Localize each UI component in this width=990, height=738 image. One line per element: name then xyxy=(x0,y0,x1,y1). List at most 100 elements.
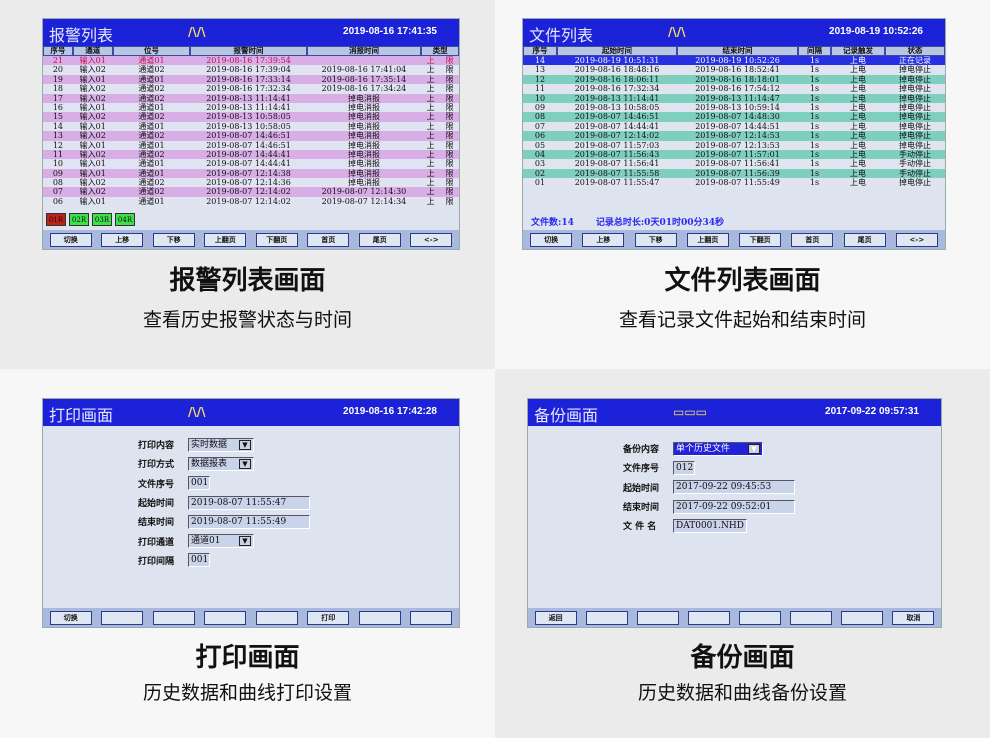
column-header[interactable]: 记录触发 xyxy=(831,46,885,56)
caption-title: 报警列表画面 xyxy=(169,266,326,296)
softkey-button[interactable]: 切换 xyxy=(530,232,573,247)
table-row[interactable]: 17 输入02 通道02 2019-08-13 11:14:41 掉电消报 上限 xyxy=(43,93,459,103)
table-row[interactable]: 12 输入01 通道01 2019-08-07 14:46:51 掉电消报 上限 xyxy=(43,140,459,150)
column-header[interactable]: 状态 xyxy=(885,46,945,56)
column-header[interactable]: 间隔 xyxy=(798,46,831,56)
column-header[interactable]: 报警时间 xyxy=(190,46,307,56)
column-header[interactable]: 通道 xyxy=(72,46,113,56)
chevron-down-icon[interactable]: ▼ xyxy=(748,443,760,454)
softkey-blank[interactable] xyxy=(841,610,884,625)
table-row[interactable]: 14 2019-08-19 10:51:31 2019-08-19 10:52:26… xyxy=(523,56,945,66)
table-row[interactable]: 11 输入02 通道02 2019-08-07 14:44:41 掉电消报 上限 xyxy=(43,149,459,160)
table-row[interactable]: 13 输入02 通道02 2019-08-07 14:46:51 掉电消报 上限 xyxy=(43,131,459,141)
softkey-button[interactable]: 下移 xyxy=(152,232,195,247)
table-row[interactable]: 06 输入01 通道01 2019-08-07 12:14:02 2019-08-07 … xyxy=(43,196,459,207)
column-header[interactable]: 类型 xyxy=(421,46,459,56)
dropdown-select[interactable]: 单个历史文件 ▼ xyxy=(673,441,763,456)
softkey-blank[interactable] xyxy=(636,610,679,625)
input-field[interactable]: 001 xyxy=(188,553,210,568)
softkey-blank[interactable] xyxy=(255,610,298,625)
input-field[interactable]: 2017-09-22 09:45:53 xyxy=(673,480,795,495)
softkey-button[interactable]: 下移 xyxy=(634,232,677,247)
softkey-blank[interactable] xyxy=(101,610,144,625)
table-cell: 掉电停止 xyxy=(899,121,931,131)
table-row[interactable]: 02 2019-08-07 11:55:58 2019-08-07 11:56:39… xyxy=(523,168,945,179)
softkey-button[interactable]: 打印 xyxy=(307,610,350,625)
input-field[interactable]: DAT0001.NHD xyxy=(673,518,747,533)
field-label: 起始时间 xyxy=(138,499,175,510)
softkey-button[interactable]: 返回 xyxy=(534,610,577,625)
softkey-button[interactable]: 尾页 xyxy=(358,232,401,247)
softkey-button[interactable]: 尾页 xyxy=(843,232,886,247)
column-header[interactable]: 序号 xyxy=(43,46,73,56)
column-header[interactable]: 消报时间 xyxy=(306,46,422,56)
table-row[interactable]: 09 2019-08-13 10:58:05 2019-08-13 10:59:14… xyxy=(523,102,945,113)
chevron-down-icon[interactable]: ▼ xyxy=(239,536,251,547)
table-row[interactable]: 16 输入01 通道01 2019-08-13 11:14:41 掉电消报 上限 xyxy=(43,102,459,113)
input-field[interactable]: 2017-09-22 09:52:01 xyxy=(673,499,795,514)
table-cell: 03 xyxy=(534,159,546,169)
table-row[interactable]: 08 2019-08-07 14:46:51 2019-08-07 14:48:30… xyxy=(523,112,945,122)
table-cell: 限 xyxy=(445,159,454,169)
softkey-blank[interactable] xyxy=(204,610,247,625)
table-row[interactable]: 08 输入02 通道02 2019-08-07 12:14:36 掉电消报 上限 xyxy=(43,178,459,188)
column-header[interactable]: 位号 xyxy=(112,46,191,56)
table-row[interactable]: 04 2019-08-07 11:56:43 2019-08-07 11:57:01… xyxy=(523,149,945,160)
chevron-down-icon[interactable]: ▼ xyxy=(239,458,251,469)
softkey-button[interactable]: 首页 xyxy=(791,232,834,247)
table-row[interactable]: 13 2019-08-16 18:48:16 2019-08-16 18:52:41… xyxy=(523,65,945,75)
table-cell: 输入02 xyxy=(79,131,106,141)
column-header[interactable]: 结束时间 xyxy=(677,46,798,56)
table-row[interactable]: 07 2019-08-07 14:44:41 2019-08-07 14:44:51… xyxy=(523,121,945,132)
table-row[interactable]: 12 2019-08-16 18:06:11 2019-08-16 18:18:01… xyxy=(523,74,945,85)
softkey-blank[interactable] xyxy=(739,610,782,625)
softkey-button[interactable]: 切换 xyxy=(49,232,92,247)
input-field[interactable]: 001 xyxy=(188,476,210,491)
input-field[interactable]: 2019-08-07 11:55:49 xyxy=(188,514,310,529)
field-label: 结束时间 xyxy=(138,518,175,529)
table-row[interactable]: 07 输入02 通道02 2019-08-07 12:14:02 2019-08-07 … xyxy=(43,187,459,197)
input-field[interactable]: 2019-08-07 11:55:47 xyxy=(188,495,310,510)
table-row[interactable]: 03 2019-08-07 11:56:41 2019-08-07 11:56:41… xyxy=(523,159,945,169)
table-row[interactable]: 05 2019-08-07 11:57:03 2019-08-07 12:13:53… xyxy=(523,140,945,150)
softkey-button[interactable]: 首页 xyxy=(307,232,350,247)
softkey-button[interactable]: 上翻页 xyxy=(204,232,247,247)
table-row[interactable]: 06 2019-08-07 12:14:02 2019-08-07 12:14:53… xyxy=(523,131,945,141)
dropdown-select[interactable]: 实时数据 ▼ xyxy=(188,437,254,452)
column-header[interactable]: 起始时间 xyxy=(557,46,677,56)
table-cell: 11 xyxy=(52,149,64,159)
table-row[interactable]: 15 输入02 通道02 2019-08-13 10:58:05 掉电消报 上限 xyxy=(43,112,459,122)
table-row[interactable]: 09 输入01 通道01 2019-08-07 12:14:38 掉电消报 上限 xyxy=(43,168,459,179)
table-row[interactable]: 10 输入01 通道01 2019-08-07 14:44:41 掉电消报 上限 xyxy=(43,159,459,169)
table-row[interactable]: 21 输入01 通道01 2019-08-16 17:39:54 上 限 xyxy=(43,56,459,66)
table-cell: 上 xyxy=(426,84,435,94)
softkey-blank[interactable] xyxy=(585,610,628,625)
table-row[interactable]: 20 输入02 通道02 2019-08-16 17:39:04 2019-08-16 … xyxy=(43,65,459,75)
table-row[interactable]: 10 2019-08-13 11:14:41 2019-08-13 11:14:47… xyxy=(523,93,945,103)
column-header[interactable]: 序号 xyxy=(523,46,557,56)
table-row[interactable]: 01 2019-08-07 11:55:47 2019-08-07 11:55:49… xyxy=(523,178,945,188)
softkey-button[interactable]: 切换 xyxy=(49,610,92,625)
softkey-button[interactable]: 取消 xyxy=(892,610,935,625)
table-cell: 掉电消报 xyxy=(347,140,380,150)
softkey-button[interactable]: 下翻页 xyxy=(255,232,298,247)
softkey-button[interactable]: 上移 xyxy=(101,232,144,247)
softkey-blank[interactable] xyxy=(790,610,833,625)
table-row[interactable]: 18 输入02 通道02 2019-08-16 17:32:34 2019-08-16 … xyxy=(43,84,459,94)
softkey-button[interactable]: <-> xyxy=(895,232,938,247)
table-row[interactable]: 14 输入01 通道01 2019-08-13 10:58:05 掉电消报 上限 xyxy=(43,121,459,132)
table-row[interactable]: 19 输入01 通道01 2019-08-16 17:33:14 2019-08-16 … xyxy=(43,74,459,85)
dropdown-select[interactable]: 数据报表 ▼ xyxy=(188,456,254,471)
chevron-down-icon[interactable]: ▼ xyxy=(239,439,251,450)
softkey-blank[interactable] xyxy=(410,610,453,625)
softkey-button[interactable]: 上移 xyxy=(582,232,625,247)
softkey-blank[interactable] xyxy=(358,610,401,625)
softkey-blank[interactable] xyxy=(687,610,730,625)
softkey-blank[interactable] xyxy=(152,610,195,625)
softkey-button[interactable]: 上翻页 xyxy=(686,232,729,247)
softkey-button[interactable]: <-> xyxy=(410,232,453,247)
input-field[interactable]: 012 xyxy=(673,460,695,475)
table-row[interactable]: 11 2019-08-16 17:32:34 2019-08-16 17:54:12… xyxy=(523,84,945,94)
softkey-button[interactable]: 下翻页 xyxy=(739,232,782,247)
dropdown-select[interactable]: 通道01 ▼ xyxy=(188,534,254,549)
